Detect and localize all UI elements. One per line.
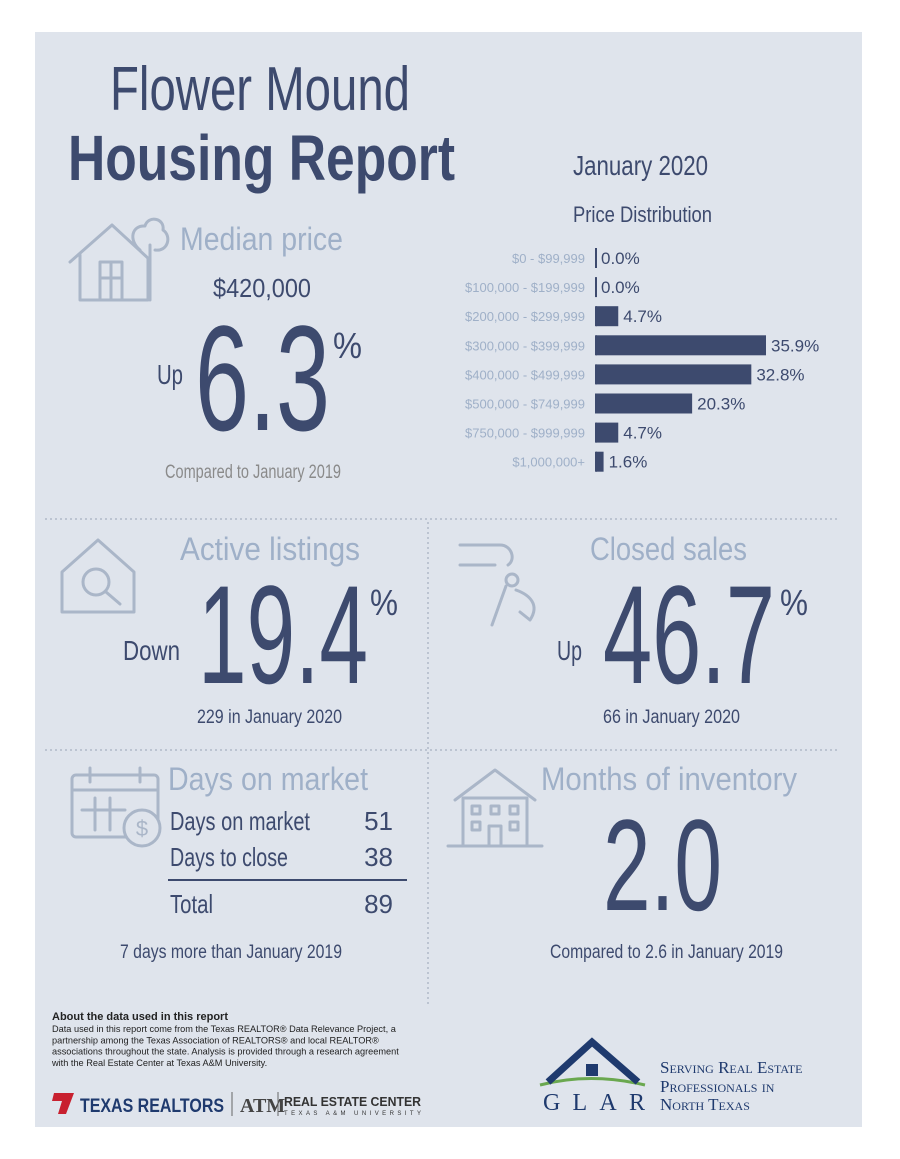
price-distribution-chart: $0 - $99,999 0.0% $100,000 - $199,999 0.0% $… [465, 248, 819, 472]
category-label: $100,000 - $199,999 [465, 280, 585, 295]
dom-row-value: 38 [364, 842, 393, 872]
about-line: partnership among the Texas Association … [52, 1035, 379, 1045]
house-tree-icon [68, 217, 170, 302]
closed-direction: Up [557, 635, 582, 666]
panel [35, 32, 862, 1127]
about-line: associations throughout the state. Analy… [52, 1047, 399, 1057]
category-label: $1,000,000+ [512, 455, 585, 470]
closed-label: Closed sales [590, 531, 747, 567]
closed-unit: % [780, 582, 808, 623]
category-label: $400,000 - $499,999 [465, 367, 585, 382]
dom-note: 7 days more than January 2019 [120, 942, 342, 963]
hand-key-icon [458, 543, 536, 627]
value-label: 35.9% [771, 336, 819, 355]
glar-logo [539, 1037, 646, 1087]
value-label: 0.0% [601, 249, 640, 268]
chart-title: Price Distribution [573, 202, 712, 227]
about-line: Data used in this report come from the T… [52, 1024, 397, 1034]
about-title: About the data used in this report [52, 1011, 228, 1023]
median-unit: % [333, 325, 362, 366]
active-direction: Down [123, 635, 180, 666]
active-label: Active listings [180, 531, 360, 567]
category-label: $0 - $99,999 [512, 251, 585, 266]
bar [596, 364, 752, 385]
median-change: 6.3 [195, 294, 330, 462]
median-direction: Up [157, 359, 183, 390]
dom-total-value: 89 [364, 889, 393, 919]
value-label: 4.7% [623, 307, 662, 326]
bar [596, 393, 693, 414]
value-label: 1.6% [609, 453, 648, 472]
active-note: 229 in January 2020 [197, 707, 342, 728]
dom-label: Days on market [168, 761, 368, 797]
category-label: $500,000 - $749,999 [465, 397, 585, 412]
dom-row-label: Days to close [170, 842, 288, 872]
bar [596, 451, 604, 472]
tagline: Serving Real Estate [660, 1058, 802, 1077]
title-line2: Housing Report [68, 122, 455, 194]
tagline: Professionals in [660, 1077, 775, 1096]
dom-total-label: Total [170, 889, 213, 919]
tr-logo [52, 1093, 74, 1114]
closed-note: 66 in January 2020 [603, 707, 740, 728]
texas-realtors: TEXAS REALTORS [80, 1096, 224, 1117]
dom-row-value: 51 [364, 806, 393, 836]
building-icon [446, 768, 544, 848]
bar [596, 306, 619, 327]
active-change: 19.4 [198, 556, 368, 713]
median-price: $420,000 [213, 273, 311, 303]
dom-row-label: Days on market [170, 806, 311, 836]
category-label: $750,000 - $999,999 [465, 426, 585, 441]
bar [596, 335, 766, 356]
moi-label: Months of inventory [541, 761, 797, 797]
value-label: 20.3% [697, 395, 745, 414]
closed-change: 46.7 [603, 556, 775, 713]
active-unit: % [370, 582, 398, 623]
about-text: Data used in this report come from the T… [51, 1024, 399, 1068]
calendar-icon [70, 766, 162, 848]
tagline: North Texas [660, 1095, 750, 1114]
report-date: January 2020 [573, 150, 708, 181]
value-label: 0.0% [601, 278, 640, 297]
rec-name: REAL ESTATE CENTER [284, 1094, 422, 1109]
dollar-glyph: $ [136, 816, 148, 841]
bar [596, 422, 619, 443]
moi-note: Compared to 2.6 in January 2019 [550, 942, 783, 963]
median-note: Compared to January 2019 [165, 462, 341, 483]
median-label: Median price [180, 221, 343, 257]
house-search-icon [60, 538, 136, 614]
value-label: 4.7% [623, 424, 662, 443]
category-label: $300,000 - $399,999 [465, 338, 585, 353]
title-line1: Flower Mound [110, 55, 410, 124]
value-label: 32.8% [756, 365, 804, 384]
category-label: $200,000 - $299,999 [465, 309, 585, 324]
moi-value: 2.0 [603, 792, 722, 938]
about-line: with the Real Estate Center at Texas A&M… [51, 1058, 267, 1068]
atm-logo: ATM [240, 1095, 285, 1117]
